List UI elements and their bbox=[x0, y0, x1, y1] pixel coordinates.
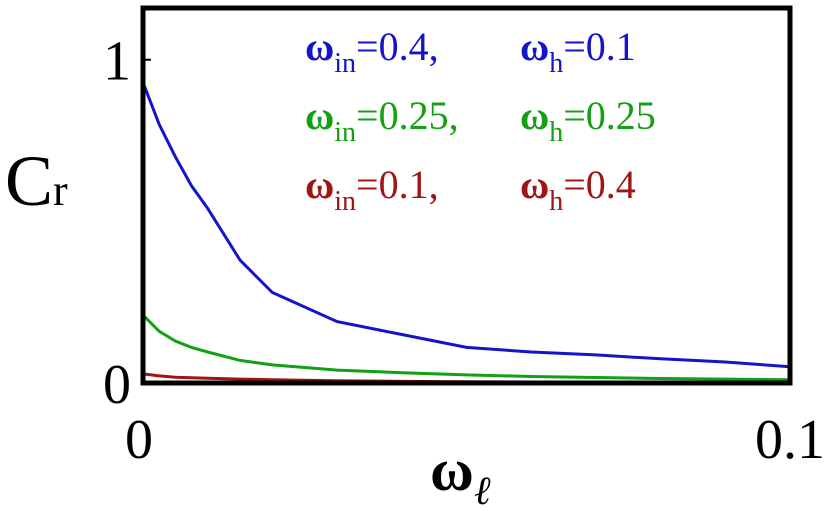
legend-part: ω bbox=[520, 162, 549, 207]
legend-part: =0.1 bbox=[563, 24, 636, 69]
x-axis-label: ωℓ bbox=[430, 437, 491, 511]
legend-label: ωin=0.4, bbox=[305, 24, 439, 79]
x-tick-label: 0 bbox=[125, 409, 153, 471]
legend-label: ωh=0.25 bbox=[520, 93, 656, 148]
legend-part: in bbox=[334, 117, 356, 148]
legend-part: =0.4 bbox=[563, 162, 636, 207]
y-label-sub: r bbox=[53, 166, 68, 215]
x-tick-label: 0.1 bbox=[755, 409, 825, 471]
legend-part: =0.1, bbox=[356, 162, 439, 207]
y-tick-label: 1 bbox=[103, 31, 131, 93]
series-line bbox=[141, 314, 791, 382]
x-label-sub: ℓ bbox=[474, 468, 491, 511]
legend-part: ω bbox=[305, 24, 334, 69]
x-label-main: ω bbox=[430, 437, 474, 503]
legend-label: ωin=0.1, bbox=[305, 162, 439, 217]
legend-part: h bbox=[549, 48, 563, 79]
legend-part: =0.25 bbox=[563, 93, 656, 138]
legend-part: ω bbox=[520, 24, 549, 69]
y-axis-label: Cr bbox=[5, 141, 68, 221]
series-line bbox=[141, 81, 791, 369]
legend-part: ω bbox=[305, 93, 334, 138]
legend-part: in bbox=[334, 48, 356, 79]
legend-part: ω bbox=[520, 93, 549, 138]
y-tick-label: 0 bbox=[103, 354, 131, 416]
plot-frame bbox=[140, 5, 793, 386]
legend-part: h bbox=[549, 186, 563, 217]
legend-part: in bbox=[334, 186, 356, 217]
legend-part: =0.25, bbox=[356, 93, 459, 138]
legend-part: ω bbox=[305, 162, 334, 207]
legend-part: =0.4, bbox=[356, 24, 439, 69]
legend-label: ωin=0.25, bbox=[305, 93, 459, 148]
legend-part: h bbox=[549, 117, 563, 148]
legend-label: ωh=0.4 bbox=[520, 162, 636, 217]
y-label-main: C bbox=[5, 141, 53, 221]
legend-label: ωh=0.1 bbox=[520, 24, 636, 79]
